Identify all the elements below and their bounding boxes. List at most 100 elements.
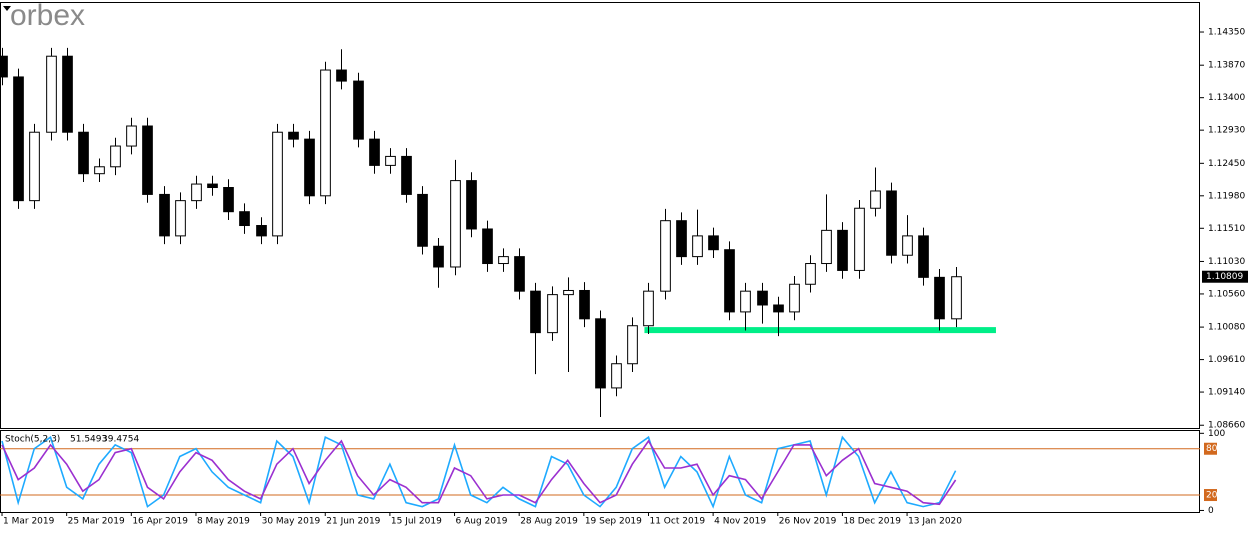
y-tick-label: 1.11980 <box>1208 191 1245 201</box>
candle-body <box>175 200 186 237</box>
candle-body <box>62 55 73 133</box>
logo: orbex <box>10 0 85 32</box>
candle-body <box>191 183 202 202</box>
indicator-name: Stoch(5,2,3) <box>5 435 60 445</box>
candle-body <box>369 138 380 166</box>
x-tick-label: 6 Aug 2019 <box>456 517 508 527</box>
candle-body <box>320 69 331 197</box>
support-zone <box>644 327 996 334</box>
menu-triangle <box>3 6 11 11</box>
candle-body <box>450 180 461 268</box>
x-tick-label: 28 Aug 2019 <box>520 517 578 527</box>
candle-body <box>595 318 606 389</box>
x-tick-label: 30 May 2019 <box>262 517 321 527</box>
x-tick-label: 19 Sep 2019 <box>585 517 642 527</box>
candle-body <box>643 290 654 327</box>
candle-body <box>0 55 8 78</box>
y-tick-label: 1.09140 <box>1208 388 1245 398</box>
level-label-box <box>1204 442 1217 455</box>
candle-body <box>837 229 848 271</box>
x-tick-label: 21 Jun 2019 <box>326 517 380 527</box>
candle-body <box>902 235 913 256</box>
candle-body <box>789 283 800 313</box>
y-tick-label: 1.11030 <box>1208 257 1245 267</box>
current-price-label: 1.10809 <box>1206 272 1243 282</box>
candle-body <box>304 138 315 197</box>
current-price-box <box>1202 270 1248 283</box>
candle-body <box>514 256 525 292</box>
candle-body <box>611 363 622 389</box>
candle-body <box>401 155 412 195</box>
y-tick-label: 1.14350 <box>1208 28 1245 38</box>
candle-body <box>724 249 735 313</box>
candle-body <box>385 155 396 166</box>
x-tick-label: 4 Nov 2019 <box>714 517 766 527</box>
x-tick-label: 15 Jul 2019 <box>391 517 442 527</box>
stoch-panel <box>0 430 1200 513</box>
candle-body <box>433 245 444 268</box>
candle-body <box>676 220 687 258</box>
candle-body <box>918 235 929 278</box>
candle-body <box>288 131 299 140</box>
indicator-signal-value: 39.4754 <box>102 435 139 445</box>
candle-body <box>805 263 816 285</box>
candle-body <box>951 276 962 320</box>
candle-body <box>757 290 768 306</box>
candle-body <box>579 289 590 320</box>
y-tick-label: 1.10560 <box>1208 289 1245 299</box>
candle-body <box>821 229 832 265</box>
x-tick-label: 8 May 2019 <box>197 517 250 527</box>
candle-body <box>854 207 865 271</box>
candle-body <box>627 325 638 365</box>
candle-body <box>773 304 784 313</box>
candle-body <box>466 180 477 230</box>
x-tick-label: 18 Dec 2019 <box>843 517 901 527</box>
candle-body <box>142 125 153 195</box>
candle-body <box>353 80 364 140</box>
candle-body <box>78 131 89 175</box>
candle-body <box>29 131 40 202</box>
candle-body <box>336 69 347 82</box>
y-tick-label: 1.13400 <box>1208 93 1245 103</box>
y-tick-label: 1.09610 <box>1208 355 1245 365</box>
y-tick-label: 1.12930 <box>1208 126 1245 136</box>
level-label: 80 <box>1206 444 1218 454</box>
candle-body <box>870 190 881 209</box>
candle-body <box>223 187 234 213</box>
x-tick-label: 26 Nov 2019 <box>779 517 837 527</box>
candle-body <box>256 225 267 237</box>
candle-body <box>417 193 428 247</box>
candle-body <box>660 220 671 292</box>
x-tick-label: 13 Jan 2020 <box>908 517 962 527</box>
candle-body <box>547 294 558 334</box>
candle-body <box>740 290 751 313</box>
candle-body <box>482 228 493 265</box>
x-tick-label: 11 Oct 2019 <box>649 517 705 527</box>
candle-body <box>708 235 719 251</box>
candle-body <box>272 131 283 237</box>
candle-body <box>239 211 250 227</box>
x-tick-label: 25 Mar 2019 <box>68 517 125 527</box>
candle-body <box>46 55 57 133</box>
candle-body <box>692 235 703 258</box>
candle-body <box>530 290 541 334</box>
y-tick-label: 1.12450 <box>1208 159 1245 169</box>
candle-body <box>498 256 509 265</box>
candle-body <box>207 183 218 189</box>
y-tick-label: 1.13870 <box>1208 61 1245 71</box>
y-tick-label: 0 <box>1208 506 1214 516</box>
x-tick-label: 16 Apr 2019 <box>132 517 188 527</box>
y-tick-label: 100 <box>1208 429 1225 439</box>
x-tick-label: 1 Mar 2019 <box>3 517 55 527</box>
candle-body <box>110 145 121 168</box>
candle-body <box>94 166 105 175</box>
level-label-box <box>1204 489 1217 502</box>
candle-body <box>126 125 137 147</box>
candle-body <box>886 190 897 256</box>
stoch-line <box>1 439 957 506</box>
y-tick-label: 1.11510 <box>1208 224 1245 234</box>
y-tick-label: 1.08660 <box>1208 421 1245 431</box>
y-tick-label: 1.10080 <box>1208 323 1245 333</box>
indicator-main-value: 51.5493 <box>70 435 107 445</box>
